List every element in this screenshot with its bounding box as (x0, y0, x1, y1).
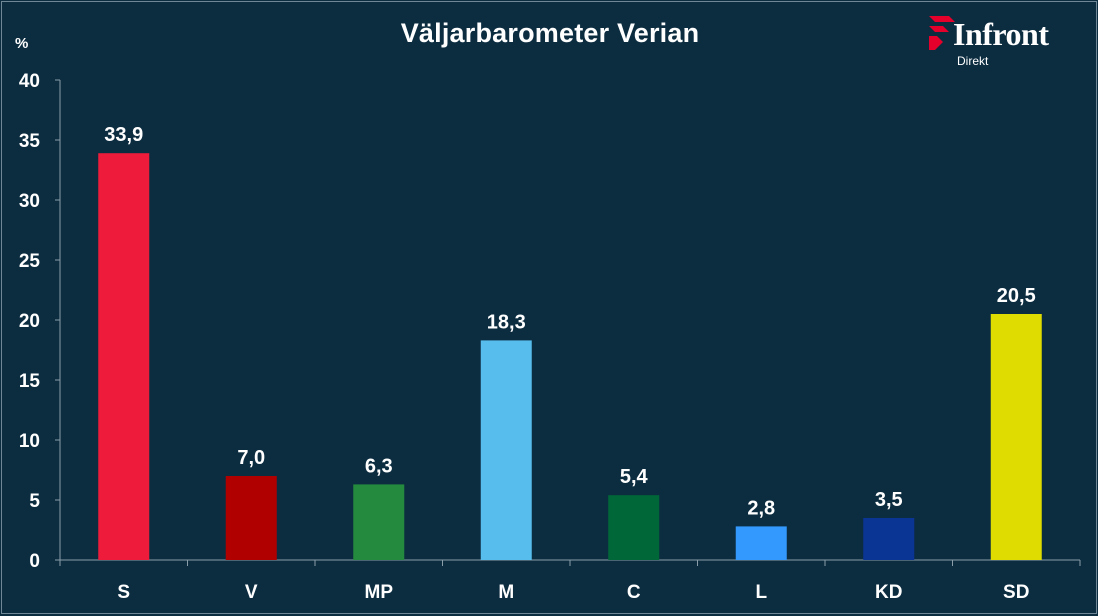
infront-logo: Infront Direkt (927, 14, 1087, 74)
x-tick-label: MP (365, 582, 394, 603)
chart-title: Väljarbarometer Verian (400, 18, 700, 48)
data-label: 33,9 (104, 124, 143, 146)
logo-subtitle: Direkt (957, 54, 989, 68)
y-tick-label: 30 (19, 191, 40, 212)
y-tick-label: 35 (19, 131, 41, 152)
x-tick-label: S (117, 582, 130, 603)
bar-c (608, 495, 660, 560)
x-tick-label: C (627, 582, 641, 603)
y-tick-label: 0 (29, 551, 40, 572)
data-label: 6,3 (365, 455, 393, 477)
y-tick-label: 5 (29, 491, 40, 512)
data-label: 2,8 (747, 497, 775, 519)
y-tick-label: 25 (19, 251, 41, 272)
x-tick-label: KD (875, 582, 902, 603)
data-label: 20,5 (997, 285, 1036, 307)
bar-s (98, 153, 150, 560)
logo-wordmark: Infront (953, 16, 1049, 52)
bar-m (480, 340, 532, 560)
x-tick-label: V (245, 582, 258, 603)
bar-v (225, 476, 277, 560)
y-tick-label: 40 (19, 71, 40, 92)
y-tick-label: 20 (19, 311, 40, 332)
bar-mp (353, 484, 405, 560)
bar-sd (990, 314, 1042, 560)
x-tick-label: SD (1003, 582, 1029, 603)
y-tick-label: 15 (19, 371, 41, 392)
x-tick-label: L (755, 582, 767, 603)
infront-logo-mark-icon (929, 16, 955, 50)
data-label: 7,0 (237, 447, 265, 469)
bar-kd (863, 518, 915, 560)
data-label: 18,3 (487, 311, 526, 333)
x-tick-label: M (498, 582, 514, 603)
data-label: 5,4 (620, 466, 649, 488)
data-label: 3,5 (875, 489, 903, 511)
bar-l (735, 526, 787, 560)
y-axis-unit: % (15, 35, 29, 52)
y-tick-label: 10 (19, 431, 40, 452)
